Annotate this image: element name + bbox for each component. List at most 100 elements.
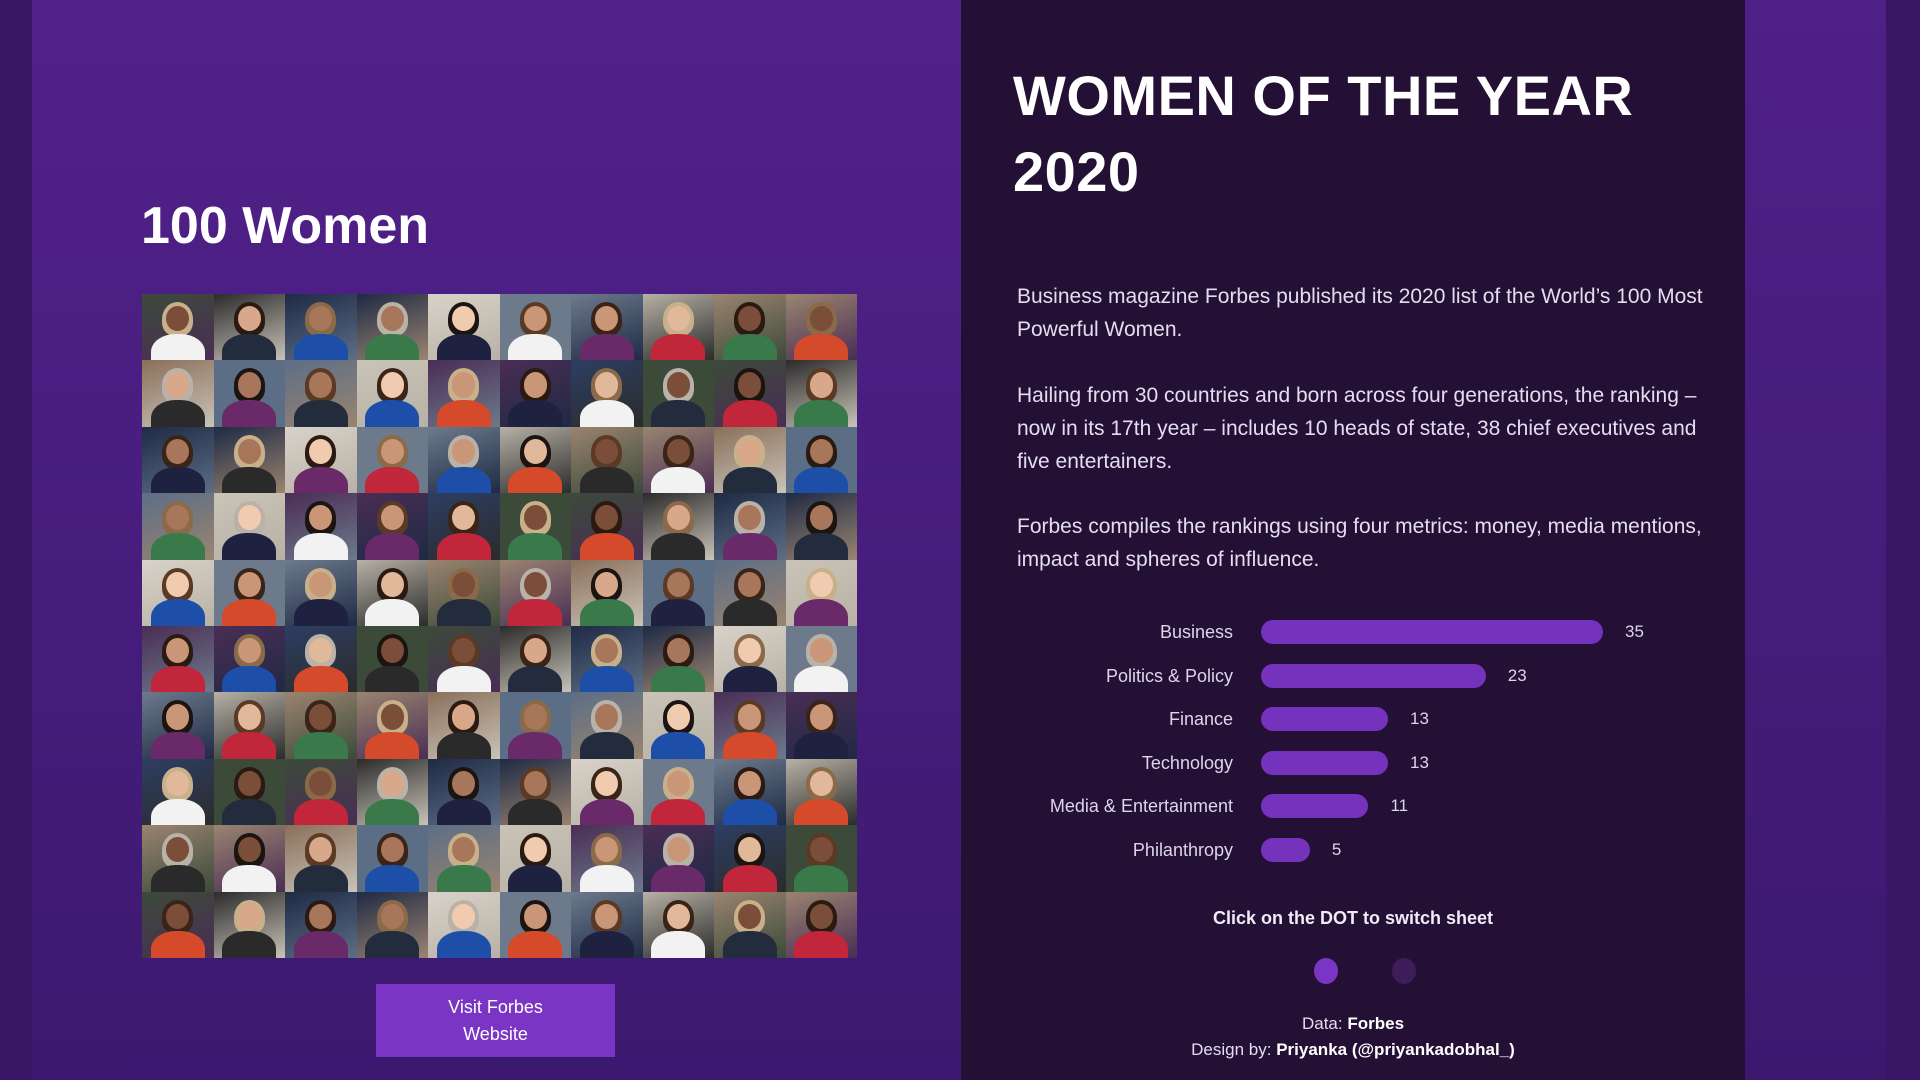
bar-value: 23 — [1507, 665, 1527, 685]
portrait-photo — [785, 426, 857, 494]
portrait-photo — [642, 891, 714, 958]
portrait-photo — [714, 692, 786, 759]
portrait-photo — [642, 825, 714, 892]
title-line-2: 2020 — [1013, 140, 1140, 203]
portrait-photo — [142, 626, 214, 693]
bar-value: 13 — [1410, 752, 1429, 772]
intro-paragraph-2: Hailing from 30 countries and born acros… — [1017, 384, 1697, 473]
sheet-dot-2[interactable] — [1392, 958, 1416, 984]
portrait-photo — [213, 559, 285, 626]
visit-forbes-button[interactable]: Visit Forbes Website — [376, 984, 615, 1057]
portrait-photo — [428, 758, 500, 826]
portrait-photo — [356, 692, 428, 759]
portrait-photo — [142, 692, 214, 759]
portrait-photo — [642, 360, 714, 427]
portrait-photo — [499, 825, 571, 892]
portrait-photo — [571, 626, 643, 693]
portrait-photo — [499, 426, 571, 494]
portrait-grid — [142, 294, 857, 958]
portrait-photo — [142, 493, 214, 560]
portrait-photo — [571, 758, 643, 826]
intro-paragraph-1: Business magazine Forbes published its 2… — [1017, 285, 1703, 341]
portrait-photo — [499, 294, 571, 361]
portrait-photo — [785, 891, 857, 958]
bar-politics-policy[interactable] — [1261, 663, 1486, 688]
bar-finance[interactable] — [1261, 707, 1389, 732]
portrait-photo — [142, 825, 214, 892]
portrait-photo — [642, 294, 714, 361]
portrait-photo — [213, 294, 285, 361]
portrait-photo — [714, 758, 786, 826]
bar-label: Media & Entertainment — [1049, 796, 1233, 817]
portrait-photo — [285, 626, 357, 693]
bar-value: 35 — [1625, 622, 1644, 641]
portrait-photo — [213, 825, 285, 892]
right-edge-strip — [1745, 0, 1886, 1080]
portrait-photo — [714, 825, 786, 892]
portrait-photo — [213, 692, 285, 759]
bar-philanthropy[interactable] — [1261, 838, 1310, 862]
portrait-photo — [428, 294, 500, 361]
portrait-photo — [213, 626, 285, 693]
left-edge-strip — [0, 0, 32, 1080]
portrait-photo — [428, 493, 500, 560]
portrait-photo — [428, 891, 500, 958]
bar-media-entertainment[interactable] — [1261, 794, 1369, 819]
portrait-photo — [714, 360, 786, 427]
portrait-photo — [642, 626, 714, 693]
portrait-photo — [142, 426, 214, 494]
portrait-photo — [142, 360, 214, 427]
design-credit: Design by: Priyanka (@priyankadobhal_) — [961, 1040, 1745, 1060]
portrait-photo — [356, 758, 428, 826]
portrait-photo — [213, 360, 285, 427]
bar-technology[interactable] — [1261, 750, 1389, 775]
portrait-photo — [499, 493, 571, 560]
design-author: Priyanka (@priyankadobhal_) — [1276, 1040, 1515, 1059]
portrait-photo — [785, 626, 857, 693]
portrait-photo — [785, 559, 857, 626]
portrait-photo — [213, 758, 285, 826]
data-label: Data: — [1301, 1014, 1343, 1033]
portrait-photo — [428, 360, 500, 427]
portrait-photo — [714, 891, 786, 958]
portrait-photo — [714, 493, 786, 560]
portrait-photo — [142, 758, 214, 826]
portrait-photo — [785, 493, 857, 560]
design-label: Design by: — [1191, 1040, 1272, 1059]
portrait-photo — [285, 294, 357, 361]
portrait-photo — [785, 758, 857, 826]
portrait-photo — [285, 692, 357, 759]
portrait-photo — [499, 360, 571, 427]
page-title: WOMEN OF THE YEAR 2020 — [1013, 58, 1713, 210]
portrait-photo — [499, 626, 571, 693]
portrait-photo — [142, 891, 214, 958]
portrait-photo — [785, 294, 857, 361]
portrait-photo — [285, 891, 357, 958]
portrait-photo — [571, 426, 643, 494]
portrait-photo — [356, 626, 428, 693]
portrait-photo — [714, 426, 786, 494]
portrait-photo — [571, 294, 643, 361]
right-edge-strip-dark — [1886, 0, 1920, 1080]
portrait-photo — [571, 559, 643, 626]
portrait-photo — [285, 825, 357, 892]
portrait-photo — [213, 493, 285, 560]
sheet-dot-1[interactable] — [1314, 958, 1338, 984]
portrait-photo — [785, 360, 857, 427]
portrait-photo — [285, 493, 357, 560]
portrait-photo — [714, 294, 786, 361]
switch-sheet-hint: Click on the DOT to switch sheet — [1212, 908, 1494, 928]
portrait-photo — [356, 825, 428, 892]
portrait-photo — [428, 559, 500, 626]
bar-value: 11 — [1390, 796, 1409, 816]
portrait-photo — [428, 692, 500, 759]
portrait-photo — [428, 626, 500, 693]
portrait-photo — [642, 559, 714, 626]
bar-business[interactable] — [1261, 620, 1603, 644]
bar-label: Finance — [1168, 709, 1233, 730]
portrait-photo — [428, 825, 500, 892]
portrait-photo — [642, 758, 714, 826]
portrait-photo — [428, 426, 500, 494]
bar-label: Politics & Policy — [1105, 665, 1233, 686]
bar-label: Business — [1159, 622, 1233, 642]
